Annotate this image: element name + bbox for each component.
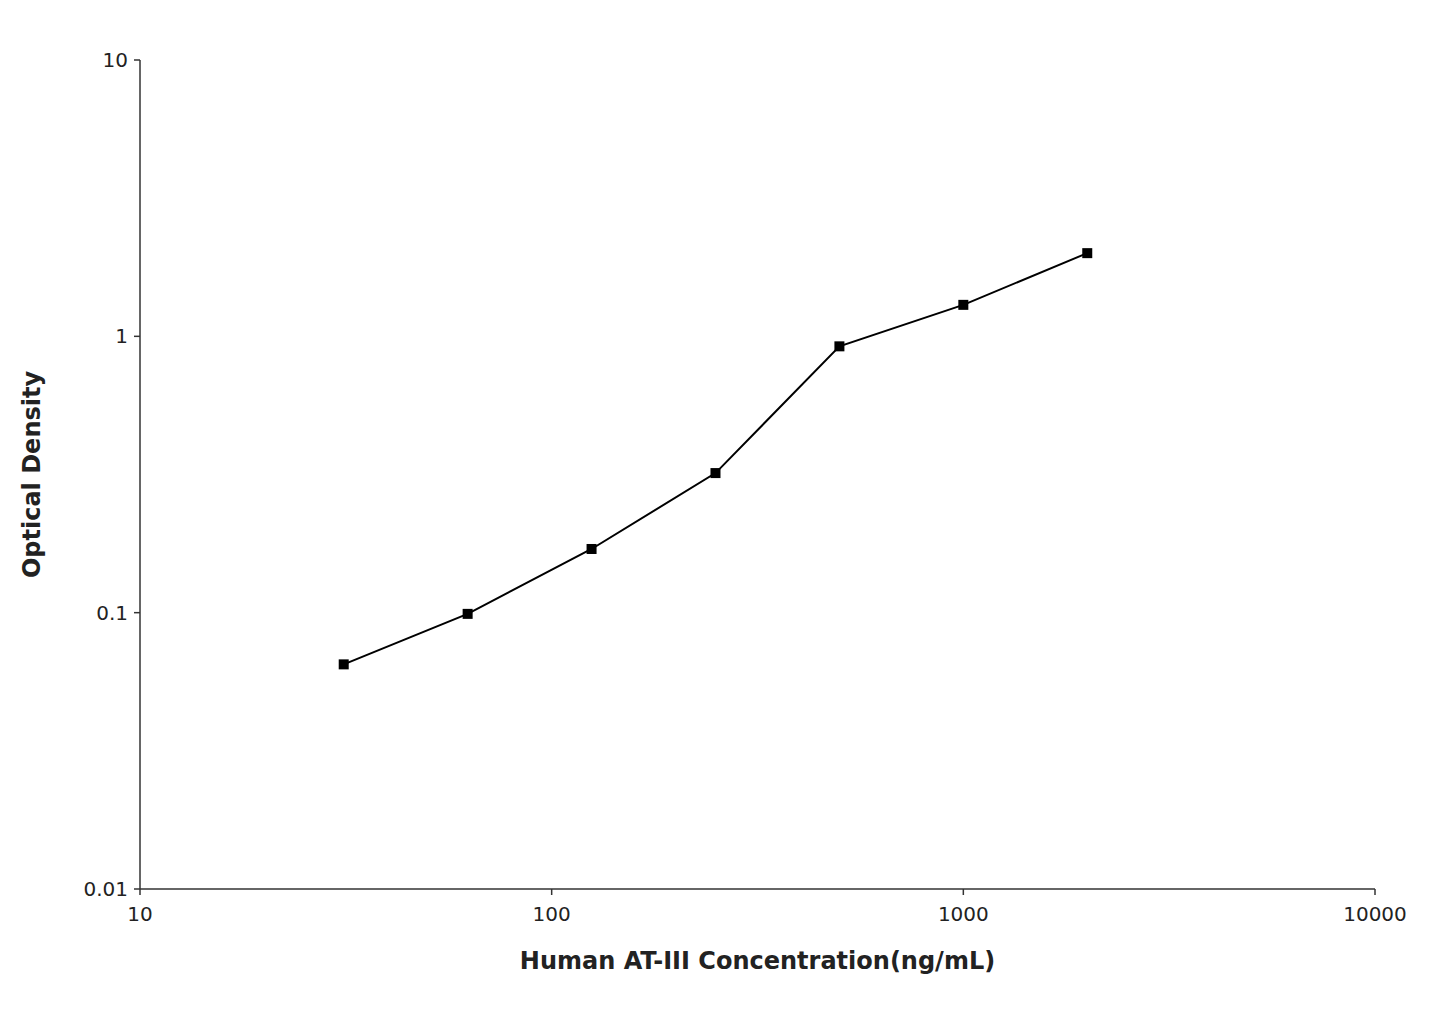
- data-point: [710, 468, 720, 478]
- chart-svg: 10 100 1000 10000 0.01 0.1 1 10 Human AT-III Con…: [0, 0, 1445, 1009]
- x-tick: [551, 889, 553, 895]
- x-tick: [139, 889, 141, 895]
- x-tick-label: 10: [127, 902, 152, 926]
- y-tick: [134, 612, 140, 614]
- data-point: [1082, 248, 1092, 258]
- x-tick-label: 10000: [1343, 902, 1407, 926]
- data-point: [463, 609, 473, 619]
- data-point: [587, 544, 597, 554]
- x-tick-label: 1000: [938, 902, 989, 926]
- x-axis-line: [140, 888, 1375, 890]
- y-tick: [134, 336, 140, 338]
- y-axis-label: Optical Density: [18, 371, 46, 579]
- data-point: [834, 341, 844, 351]
- y-tick-label: 0.1: [96, 601, 128, 625]
- y-tick-label: 0.01: [83, 877, 128, 901]
- x-tick: [963, 889, 965, 895]
- data-line: [344, 253, 1088, 664]
- y-tick: [134, 888, 140, 890]
- y-tick: [134, 59, 140, 61]
- y-tick-label: 1: [115, 324, 128, 348]
- y-axis-line: [139, 60, 141, 889]
- data-point: [958, 300, 968, 310]
- data-layer: [339, 248, 1093, 669]
- data-point: [339, 659, 349, 669]
- x-tick: [1374, 889, 1376, 895]
- x-axis-label: Human AT-III Concentration(ng/mL): [520, 947, 995, 975]
- chart-container: 10 100 1000 10000 0.01 0.1 1 10 Human AT-III Con…: [0, 0, 1445, 1009]
- y-tick-label: 10: [103, 48, 128, 72]
- axes: 10 100 1000 10000 0.01 0.1 1 10: [83, 48, 1406, 926]
- x-tick-label: 100: [533, 902, 571, 926]
